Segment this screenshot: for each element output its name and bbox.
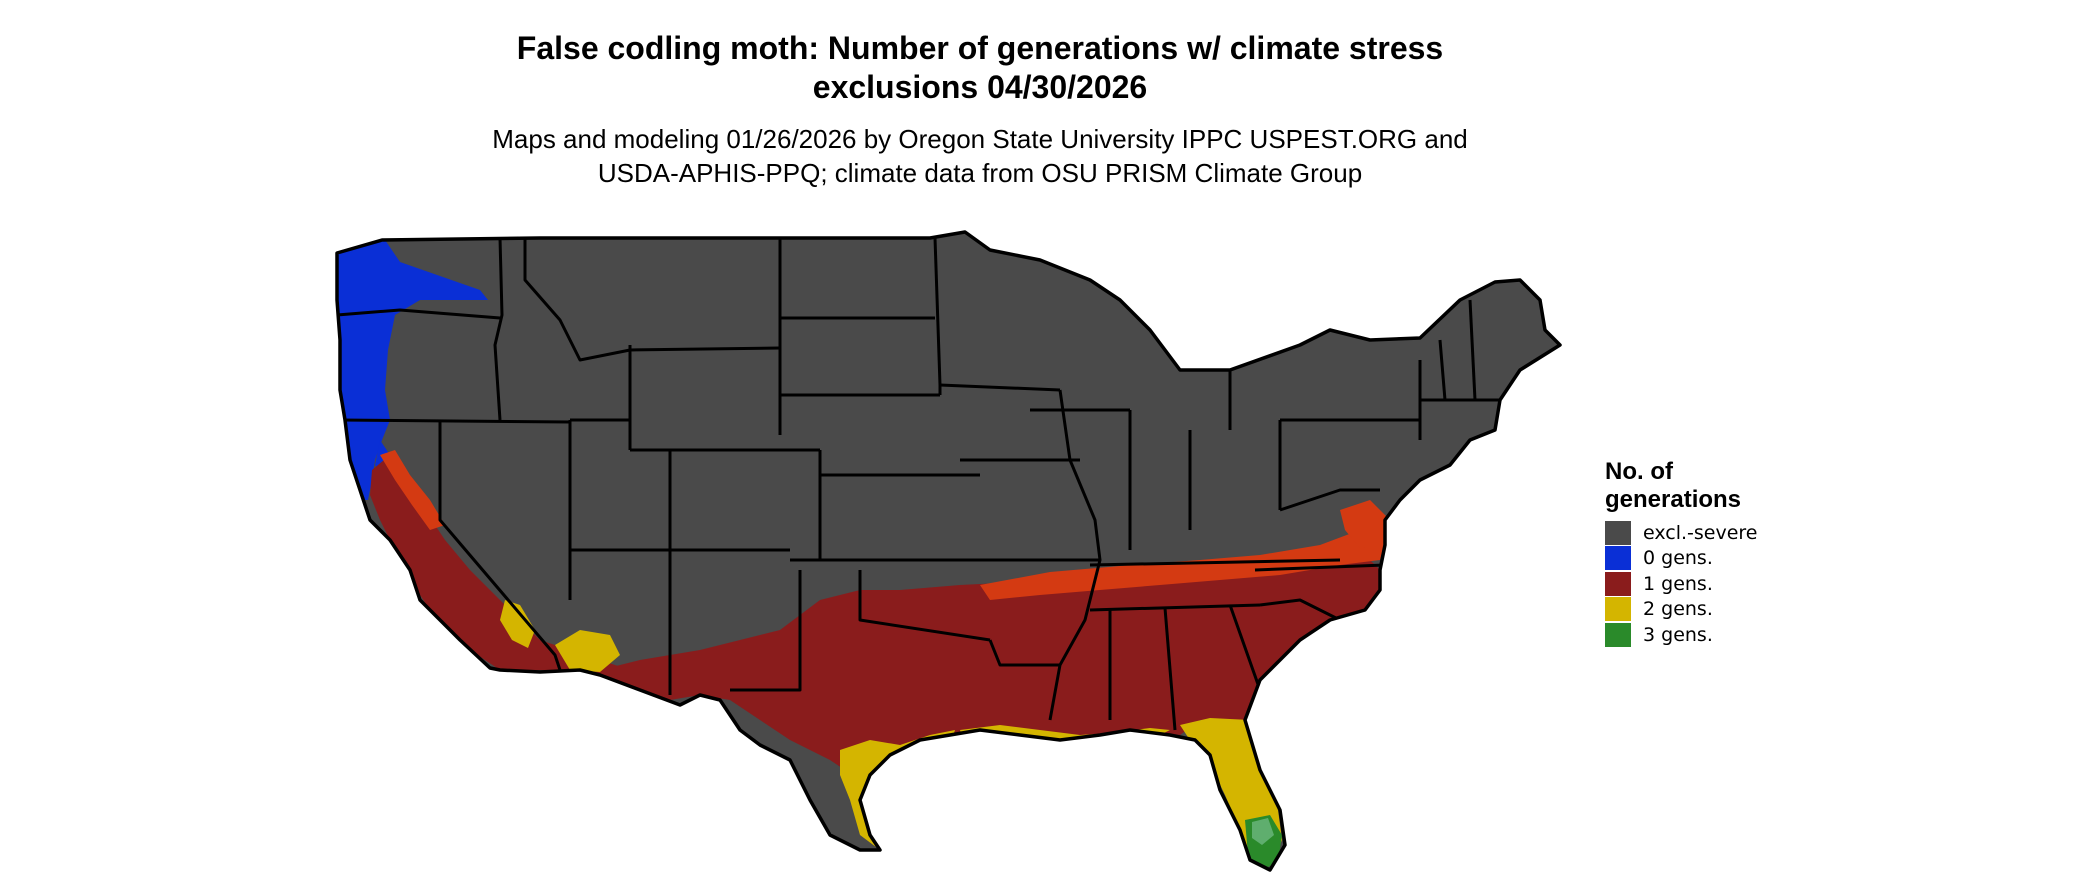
- legend-label: excl.-severe: [1643, 521, 1758, 544]
- legend-item: 0 gens.: [1605, 546, 1758, 572]
- legend-swatch: [1605, 622, 1631, 647]
- map-subtitle-line1: Maps and modeling 01/26/2026 by Oregon S…: [492, 124, 1468, 154]
- legend-swatch: [1605, 546, 1631, 571]
- legend-item: 3 gens.: [1605, 622, 1758, 648]
- legend-label: 0 gens.: [1643, 547, 1713, 570]
- map-legend: No. of generations excl.-severe 0 gens. 1 …: [1605, 458, 1758, 648]
- gen2-region-imperial: [500, 600, 535, 648]
- legend-swatch: [1605, 520, 1631, 545]
- gen3-region-florida-light: [1252, 818, 1274, 845]
- legend-title-line1: No. of: [1605, 458, 1673, 485]
- legend-title-line2: generations: [1605, 486, 1742, 513]
- gen1-fringe-virginia: [1340, 500, 1390, 548]
- legend-item: excl.-severe: [1605, 520, 1758, 546]
- legend-label: 1 gens.: [1643, 572, 1713, 595]
- gen0-region-pacific-coast: [337, 240, 488, 500]
- legend-item: 2 gens.: [1605, 597, 1758, 623]
- legend-label: 3 gens.: [1643, 623, 1713, 646]
- gen3-region-texas: [885, 828, 908, 852]
- map-subtitle-line2: USDA-APHIS-PPQ; climate data from OSU PR…: [597, 158, 1363, 188]
- gen1-fringe-south: [980, 530, 1385, 600]
- legend-label: 2 gens.: [1643, 598, 1713, 621]
- us-generations-map: [335, 230, 1562, 872]
- map-title-line2: exclusions 04/30/2026: [812, 69, 1148, 105]
- legend-swatch: [1605, 597, 1631, 622]
- legend-item: 1 gens.: [1605, 571, 1758, 597]
- legend-swatch: [1605, 571, 1631, 596]
- gen2-region-arizona: [555, 630, 620, 672]
- gen1-fringe-california: [380, 450, 445, 530]
- gen1-region-south: [600, 545, 1385, 780]
- map-title-line1: False codling moth: Number of generation…: [516, 30, 1444, 66]
